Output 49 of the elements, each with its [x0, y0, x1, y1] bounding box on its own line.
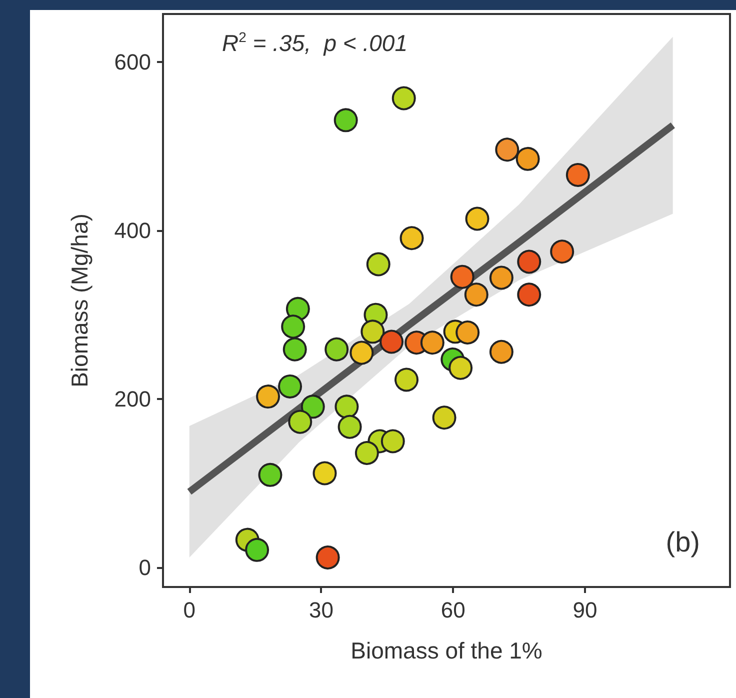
point: [245, 538, 270, 562]
point: [450, 264, 474, 289]
point: [489, 340, 514, 364]
point: [334, 108, 358, 132]
point: [366, 252, 390, 276]
point: [282, 337, 307, 362]
x-tick-label: 60: [440, 598, 466, 622]
point: [256, 384, 280, 409]
point: [489, 266, 514, 290]
point: [316, 546, 340, 570]
point: [550, 240, 574, 264]
point: [394, 368, 418, 392]
point: [392, 86, 416, 110]
y-tick-label: 0: [138, 555, 151, 580]
x-axis-title: Biomass of the 1%: [350, 638, 542, 664]
point: [380, 429, 405, 454]
point: [334, 394, 359, 419]
point: [456, 320, 480, 345]
point: [324, 337, 349, 362]
point: [432, 406, 456, 430]
point: [517, 282, 542, 307]
y-axis-title: Biomass (Mg/ha): [66, 214, 92, 388]
point: [350, 340, 374, 365]
point: [464, 282, 488, 307]
point: [338, 414, 362, 439]
point: [516, 146, 540, 171]
point: [300, 394, 325, 419]
y-tick-label: 200: [114, 386, 151, 412]
annotation: (b): [666, 526, 700, 558]
point: [517, 250, 542, 274]
point: [354, 441, 379, 466]
point: [380, 330, 404, 354]
point: [288, 410, 312, 434]
point: [448, 356, 473, 380]
point: [495, 138, 520, 162]
point: [465, 206, 490, 231]
point: [278, 374, 302, 398]
point: [281, 314, 306, 339]
point: [566, 162, 590, 187]
point: [360, 320, 385, 344]
point: [400, 226, 424, 250]
x-tick-label: 30: [308, 598, 334, 622]
y-tick-label: 400: [114, 218, 151, 244]
x-tick-label: 0: [183, 598, 196, 622]
x-tick-label: 90: [572, 598, 598, 622]
point: [258, 462, 282, 487]
y-tick-label: 600: [114, 50, 151, 75]
point: [312, 461, 337, 486]
point: [420, 330, 444, 355]
